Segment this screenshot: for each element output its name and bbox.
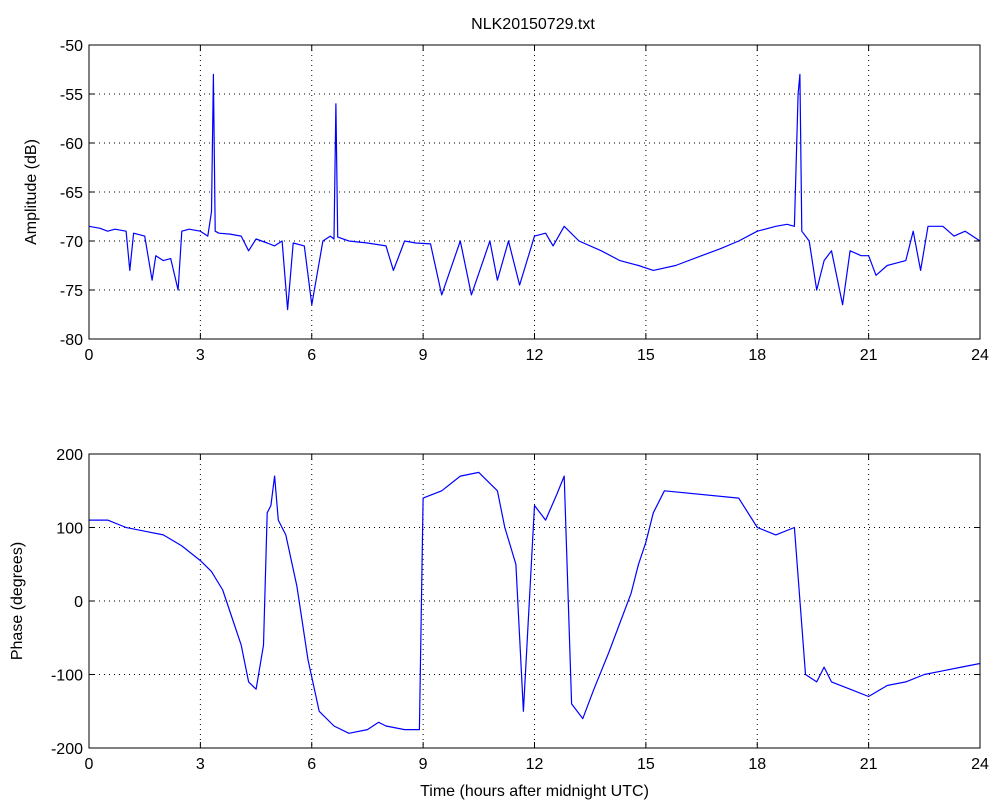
- x-tick-label: 0: [85, 347, 94, 364]
- y-axis-label: Phase (degrees): [9, 542, 26, 660]
- y-tick-label: -60: [60, 136, 83, 153]
- y-tick-label: 200: [56, 447, 83, 464]
- y-tick-label: -100: [51, 668, 83, 685]
- x-tick-label: 18: [748, 756, 766, 773]
- x-tick-label: 3: [196, 756, 205, 773]
- chart-title: NLK20150729.txt: [471, 16, 595, 33]
- x-tick-label: 21: [860, 756, 878, 773]
- x-tick-label: 0: [85, 756, 94, 773]
- x-tick-label: 24: [971, 756, 989, 773]
- y-tick-label: 0: [74, 594, 83, 611]
- data-series-line: [89, 471, 981, 734]
- y-tick-label: 100: [56, 521, 83, 538]
- x-tick-label: 9: [419, 756, 428, 773]
- y-tick-label: -200: [51, 741, 83, 758]
- x-tick-label: 18: [748, 347, 766, 364]
- x-axis-label: Time (hours after midnight UTC): [420, 783, 649, 800]
- y-tick-label: -55: [60, 87, 83, 104]
- y-tick-label: -70: [60, 234, 83, 251]
- x-tick-label: 12: [526, 347, 544, 364]
- y-axis-label: Amplitude (dB): [23, 139, 40, 245]
- phase-plot: 0 3 6 9 12 15 18 21 24 200 100 0 -100 -200 Phase (degr…: [9, 447, 989, 800]
- x-tick-label: 24: [971, 347, 989, 364]
- y-tick-label: -65: [60, 185, 83, 202]
- x-tick-label: 3: [196, 347, 205, 364]
- x-tick-label: 15: [637, 347, 655, 364]
- x-tick-label: 15: [637, 756, 655, 773]
- x-tick-label: 6: [307, 347, 316, 364]
- y-tick-label: -75: [60, 283, 83, 300]
- x-tick-label: 9: [419, 347, 428, 364]
- x-tick-label: 6: [307, 756, 316, 773]
- x-tick-label: 12: [526, 756, 544, 773]
- x-tick-label: 21: [860, 347, 878, 364]
- y-tick-label: -80: [60, 332, 83, 349]
- data-series-line: [88, 73, 981, 311]
- y-tick-label: -50: [60, 38, 83, 55]
- amplitude-plot: 0 3 6 9 12 15 18 21 24 -50 -55 -60 -65 -70 -75 -80 Ampli…: [23, 38, 989, 364]
